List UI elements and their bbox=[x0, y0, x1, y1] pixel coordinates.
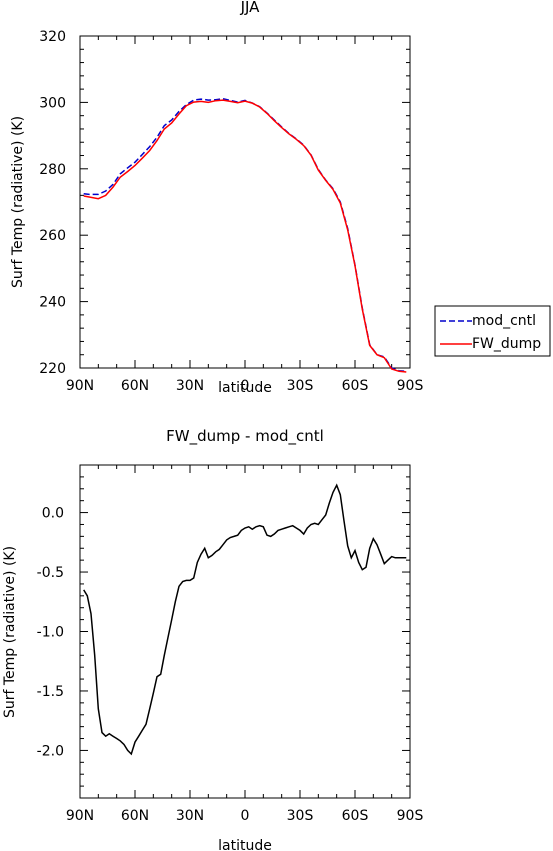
bottom-series-lines bbox=[83, 483, 407, 756]
bottom-ticks: 90N 60N 30N 0 30S 60S 90S 0.0 -0.5 -1.0 -1.5 -2.0 bbox=[37, 464, 424, 824]
x-tick-label: 90S bbox=[397, 808, 424, 824]
x-tick-label: 30N bbox=[176, 378, 204, 394]
top-y-axis-label: Surf Temp (radiative) (K) bbox=[10, 116, 26, 288]
x-tick-label: 30S bbox=[287, 808, 314, 824]
y-tick-label: 220 bbox=[39, 361, 66, 377]
fw-dump-series-line bbox=[83, 99, 407, 373]
bottom-plot-frame bbox=[79, 464, 411, 799]
y-tick-label: -1.0 bbox=[37, 625, 64, 641]
top-x-axis-label: latitude bbox=[218, 380, 272, 396]
y-tick-label: 260 bbox=[39, 228, 66, 244]
top-series-lines bbox=[83, 97, 407, 373]
y-tick-label: 320 bbox=[39, 29, 66, 45]
x-tick-label: 90S bbox=[397, 378, 424, 394]
y-tick-label: -0.5 bbox=[37, 565, 64, 581]
bottom-x-axis-label: latitude bbox=[218, 838, 272, 851]
y-tick-label: -2.0 bbox=[37, 743, 64, 759]
top-plot-frame bbox=[79, 35, 411, 369]
legend-box bbox=[434, 305, 551, 357]
difference-series-line bbox=[83, 483, 407, 756]
x-tick-label: 90N bbox=[66, 378, 94, 394]
y-tick-label: 300 bbox=[39, 95, 66, 111]
y-tick-label: 0.0 bbox=[42, 506, 64, 522]
top-panel: JJA 90N 60N 30N 0 30S 60S 90S 220 240 260 280 300 32… bbox=[10, 0, 551, 396]
x-tick-label: 90N bbox=[66, 808, 94, 824]
bottom-y-axis-label: Surf Temp (radiative) (K) bbox=[2, 546, 18, 718]
x-tick-label: 30N bbox=[176, 808, 204, 824]
y-tick-label: 280 bbox=[39, 162, 66, 178]
top-ticks: 90N 60N 30N 0 30S 60S 90S 220 240 260 280 300 320 bbox=[39, 29, 423, 394]
bottom-chart-title: FW_dump - mod_cntl bbox=[166, 427, 324, 446]
x-tick-label: 0 bbox=[241, 378, 250, 394]
y-tick-label: 240 bbox=[39, 295, 66, 311]
x-tick-label: 60N bbox=[121, 378, 149, 394]
top-chart-title: JJA bbox=[240, 0, 261, 16]
x-tick-label: 60S bbox=[342, 378, 369, 394]
x-tick-label: 30S bbox=[287, 378, 314, 394]
x-tick-label: 0 bbox=[241, 808, 250, 824]
legend-label-fw-dump: FW_dump bbox=[472, 336, 541, 352]
mod-cntl-series-line bbox=[83, 97, 407, 373]
legend-label-mod-cntl: mod_cntl bbox=[472, 313, 536, 329]
x-tick-label: 60S bbox=[342, 808, 369, 824]
x-tick-label: 60N bbox=[121, 808, 149, 824]
legend: mod_cntl FW_dump bbox=[434, 305, 551, 357]
y-tick-label: -1.5 bbox=[37, 684, 64, 700]
bottom-panel: FW_dump - mod_cntl 90N 60N 30N 0 30S 60S 90S 0.… bbox=[2, 427, 423, 851]
